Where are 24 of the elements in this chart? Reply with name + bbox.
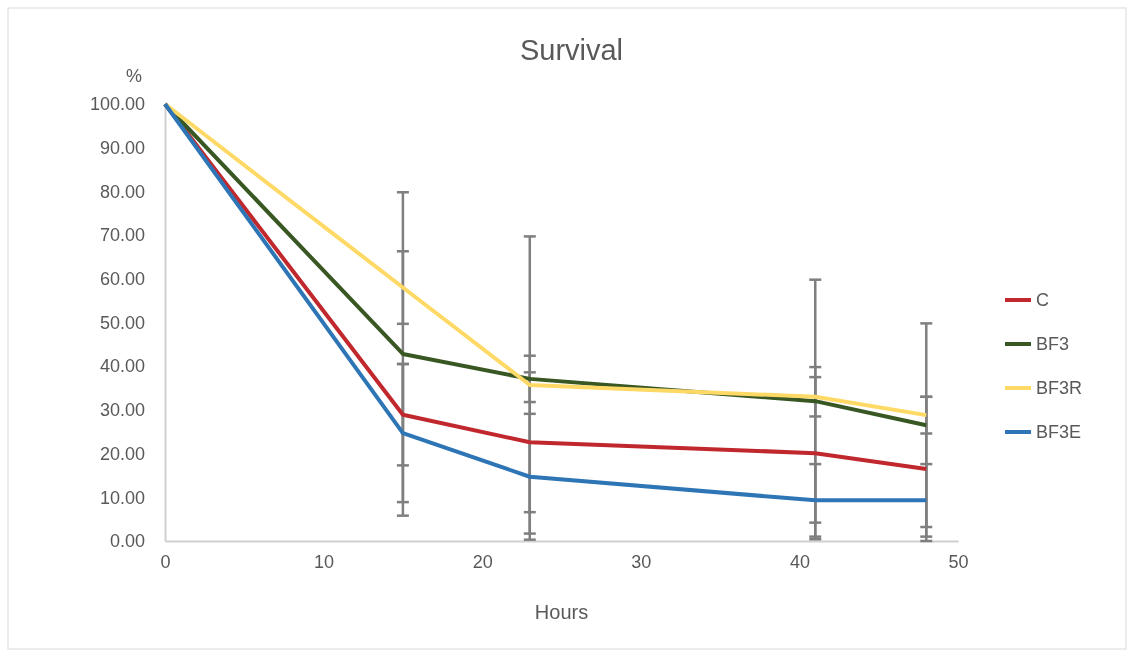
y-tick-label: 70.00 (99, 225, 145, 246)
legend-label: BF3R (1036, 378, 1083, 398)
y-tick-label: 20.00 (99, 443, 145, 464)
x-tick-label: 20 (472, 551, 493, 572)
y-tick-label: 60.00 (99, 269, 145, 290)
y-tick-label: 50.00 (99, 312, 145, 333)
x-tick-label: 30 (631, 551, 652, 572)
x-tick-label: 40 (789, 551, 810, 572)
chart-title: Survival (519, 34, 624, 66)
y-tick-label: 40.00 (99, 356, 145, 377)
y-tick-label: 10.00 (99, 487, 145, 508)
legend-label: BF3 (1036, 334, 1070, 354)
y-tick-label: 80.00 (99, 181, 145, 202)
y-tick-label: 30.00 (99, 400, 145, 421)
legend-label: C (1036, 290, 1049, 310)
y-tick-label: 90.00 (99, 137, 145, 158)
y-tick-label: 0.00 (109, 531, 145, 552)
x-tick-label: 50 (948, 551, 969, 572)
y-axis-title: % (125, 66, 142, 86)
legend-label: BF3E (1036, 422, 1082, 442)
y-tick-label: 100.00 (89, 94, 145, 115)
x-tick-label: 0 (160, 551, 171, 572)
x-tick-label: 10 (314, 551, 335, 572)
x-axis-title: Hours (534, 601, 589, 623)
